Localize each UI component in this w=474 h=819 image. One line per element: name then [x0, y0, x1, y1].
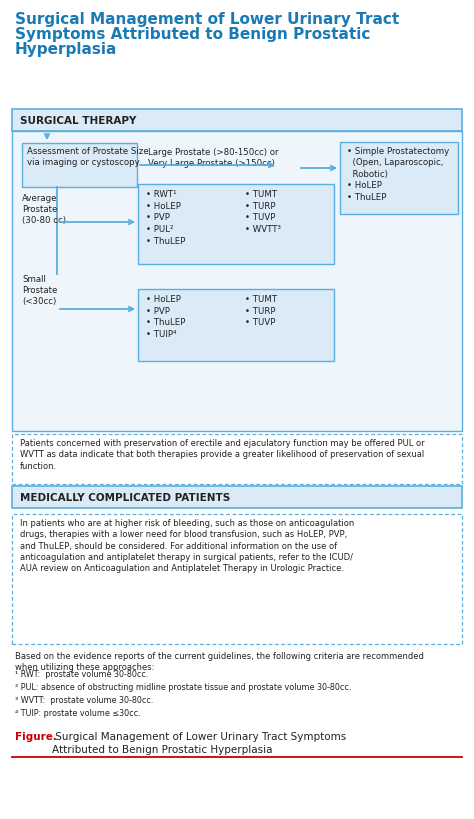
Text: ¹ RWT:  prostate volume 30-80cc.: ¹ RWT: prostate volume 30-80cc. [15, 669, 148, 678]
Text: Assessment of Prostate Size
via imaging or cystoscopy: Assessment of Prostate Size via imaging … [27, 147, 149, 167]
Bar [340, 143, 458, 215]
Text: • TUMT
• TURP
• TUVP: • TUMT • TURP • TUVP [245, 295, 277, 327]
Text: • HoLEP
• PVP
• ThuLEP
• TUIP⁴: • HoLEP • PVP • ThuLEP • TUIP⁴ [146, 295, 185, 338]
Text: Average
Prostate
(30-80 cc): Average Prostate (30-80 cc) [22, 194, 66, 225]
Bar [12, 434, 462, 484]
Text: In patients who are at higher risk of bleeding, such as those on anticoagulation: In patients who are at higher risk of bl… [20, 518, 354, 572]
Text: MEDICALLY COMPLICATED PATIENTS: MEDICALLY COMPLICATED PATIENTS [20, 492, 230, 502]
Bar [138, 290, 334, 361]
Text: ² PUL: absence of obstructing midline prostate tissue and prostate volume 30-80c: ² PUL: absence of obstructing midline pr… [15, 682, 351, 691]
Text: Symptoms Attributed to Benign Prostatic: Symptoms Attributed to Benign Prostatic [15, 27, 370, 42]
Text: • TUMT
• TURP
• TUVP
• WVTT³: • TUMT • TURP • TUVP • WVTT³ [245, 190, 281, 233]
Text: Based on the evidence reports of the current guidelines, the following criteria : Based on the evidence reports of the cur… [15, 651, 424, 672]
Text: Hyperplasia: Hyperplasia [15, 42, 118, 57]
Text: Figure.: Figure. [15, 731, 57, 741]
Text: Surgical Management of Lower Urinary Tract: Surgical Management of Lower Urinary Tra… [15, 12, 399, 27]
Text: Large Prostate (>80-150cc) or
Very Large Prostate (>150cc): Large Prostate (>80-150cc) or Very Large… [148, 147, 279, 168]
Text: ⁴ TUIP: prostate volume ≤30cc.: ⁴ TUIP: prostate volume ≤30cc. [15, 708, 141, 717]
Text: ³ WVTT:  prostate volume 30-80cc.: ³ WVTT: prostate volume 30-80cc. [15, 695, 154, 704]
Bar [138, 185, 334, 265]
Bar [12, 486, 462, 509]
Text: Surgical Management of Lower Urinary Tract Symptoms
Attributed to Benign Prostat: Surgical Management of Lower Urinary Tra… [52, 731, 346, 754]
Text: SURGICAL THERAPY: SURGICAL THERAPY [20, 115, 137, 126]
Text: • RWT¹
• HoLEP
• PVP
• PUL²
• ThuLEP: • RWT¹ • HoLEP • PVP • PUL² • ThuLEP [146, 190, 185, 246]
Text: • Simple Prostatectomy
  (Open, Laparoscopic,
  Robotic)
• HoLEP
• ThuLEP: • Simple Prostatectomy (Open, Laparoscop… [347, 147, 449, 201]
Bar [12, 514, 462, 645]
Text: Small
Prostate
(<30cc): Small Prostate (<30cc) [22, 274, 57, 305]
Bar [22, 144, 137, 188]
Text: Patients concerned with preservation of erectile and ejaculatory function may be: Patients concerned with preservation of … [20, 438, 425, 470]
Bar [12, 132, 462, 432]
Bar [12, 110, 462, 132]
